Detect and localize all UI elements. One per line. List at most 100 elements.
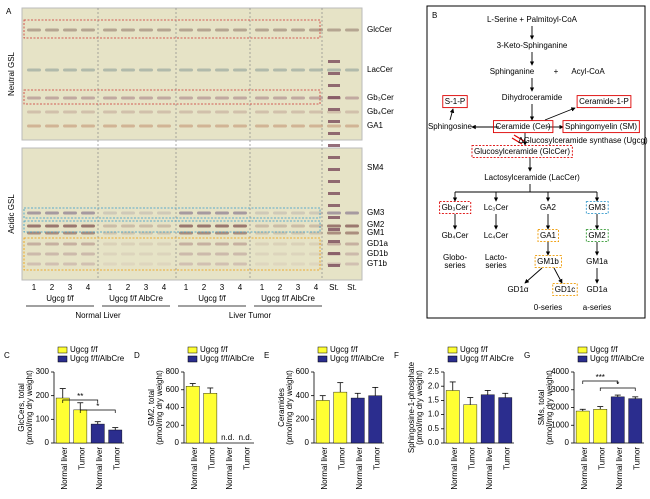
tlc-band	[255, 28, 269, 32]
tlc-band	[273, 68, 287, 72]
tlc-band	[197, 68, 211, 72]
legend-swatch	[187, 355, 198, 363]
tlc-band	[273, 110, 287, 114]
tlc-band	[197, 211, 211, 215]
group-label: Ugcg f/f AlbCre	[261, 294, 315, 303]
tlc-band	[45, 242, 59, 246]
tlc-band	[345, 211, 359, 215]
error-bar	[614, 394, 621, 397]
legend-swatch	[317, 346, 328, 354]
y-tick-label: 0	[305, 438, 310, 447]
legend-label: Ugcg f/f	[590, 345, 618, 354]
tlc-band	[345, 28, 359, 32]
x-tick-label: Tumor	[372, 447, 381, 470]
error-bar	[319, 395, 326, 401]
legend-label: Ugcg f/f	[330, 345, 358, 354]
pathway-node: Ceramide (Cer)	[495, 122, 550, 131]
tlc-band	[81, 96, 95, 100]
tlc-band	[215, 231, 229, 235]
pathway-node: GM2	[588, 231, 606, 240]
tlc-band	[233, 96, 247, 100]
x-tick-label: Normal liver	[355, 447, 364, 490]
tlc-band	[215, 96, 229, 100]
bar	[628, 398, 643, 444]
tlc-band	[81, 68, 95, 72]
x-tick-label: Normal liver	[60, 447, 69, 490]
panel-label: A	[6, 7, 12, 16]
tlc-band	[273, 262, 287, 266]
error-bar	[484, 390, 491, 395]
tlc-band	[255, 68, 269, 72]
lane-label: 2	[126, 283, 131, 292]
tlc-band	[27, 68, 41, 72]
tlc-band	[81, 28, 95, 32]
tlc-band	[179, 252, 193, 256]
tlc-band	[157, 242, 171, 246]
error-bar	[59, 388, 66, 399]
bar	[445, 390, 460, 444]
y-axis-label: Sphingosine-1-phosphate	[407, 361, 416, 453]
pathway-node: Dihydroceramide	[502, 93, 563, 102]
pathway-node: Lc₄Cer	[484, 231, 509, 240]
bar	[368, 395, 383, 444]
band-label: GM1	[367, 228, 385, 237]
pathway-node: Acyl-CoA	[571, 67, 605, 76]
y-axis-label: (pmol/mg dry weight)	[415, 370, 424, 445]
tlc-band	[233, 124, 247, 128]
x-tick-label: Normal liver	[190, 447, 199, 490]
tlc-band	[103, 110, 117, 114]
tlc-band	[139, 262, 153, 266]
tlc-band	[27, 224, 41, 228]
node-box	[552, 283, 578, 297]
x-tick-label: Tumor	[502, 447, 511, 470]
tlc-band	[255, 124, 269, 128]
y-tick-label: 0	[565, 438, 570, 447]
tlc-band	[63, 224, 77, 228]
lane-label: 2	[278, 283, 283, 292]
tlc-band	[45, 96, 59, 100]
error-bar	[94, 421, 101, 425]
x-tick-label: Normal liver	[450, 447, 459, 490]
pathway-arrows	[449, 26, 600, 284]
bar	[55, 397, 70, 444]
tlc-band	[81, 124, 95, 128]
panel-label: G	[524, 351, 530, 360]
tlc-band	[63, 252, 77, 256]
tlc-band	[255, 252, 269, 256]
tlc-band	[255, 96, 269, 100]
tlc-band	[103, 242, 117, 246]
tlc-band	[81, 242, 95, 246]
tlc-band	[273, 252, 287, 256]
tlc-band	[121, 110, 135, 114]
pathway-node: Lactosylceramide (LacCer)	[484, 173, 580, 182]
band-label: GM3	[367, 208, 385, 217]
legend-label: Ugcg f/f/AlbCre	[70, 354, 125, 363]
tlc-band	[215, 242, 229, 246]
highlight-box	[23, 207, 321, 219]
tlc-band	[309, 124, 323, 128]
tlc-band	[157, 211, 171, 215]
highlight-box	[23, 89, 321, 105]
pathway-node: Ceramide-1-P	[579, 97, 629, 106]
standard-band	[328, 144, 340, 147]
tissue-label: Liver Tumor	[229, 311, 272, 320]
band-label: Gb₄Cer	[367, 107, 394, 116]
tlc-band	[63, 68, 77, 72]
band-label: GD1b	[367, 249, 388, 258]
y-tick-label: 400	[296, 391, 310, 400]
legend-swatch	[577, 346, 588, 354]
tlc-band	[81, 110, 95, 114]
tlc-band	[27, 211, 41, 215]
standard-band	[328, 180, 340, 183]
tlc-band	[103, 28, 117, 32]
standard-band	[328, 228, 340, 231]
y-tick-label: 200	[296, 414, 310, 423]
bar	[610, 396, 625, 444]
pathway-node: L-Serine + Palmitoyl-CoA	[487, 15, 578, 24]
tlc-band	[273, 211, 287, 215]
tlc-band	[197, 252, 211, 256]
tlc-band	[291, 28, 305, 32]
tlc-band	[139, 211, 153, 215]
tlc-band	[63, 96, 77, 100]
tlc-band	[103, 68, 117, 72]
